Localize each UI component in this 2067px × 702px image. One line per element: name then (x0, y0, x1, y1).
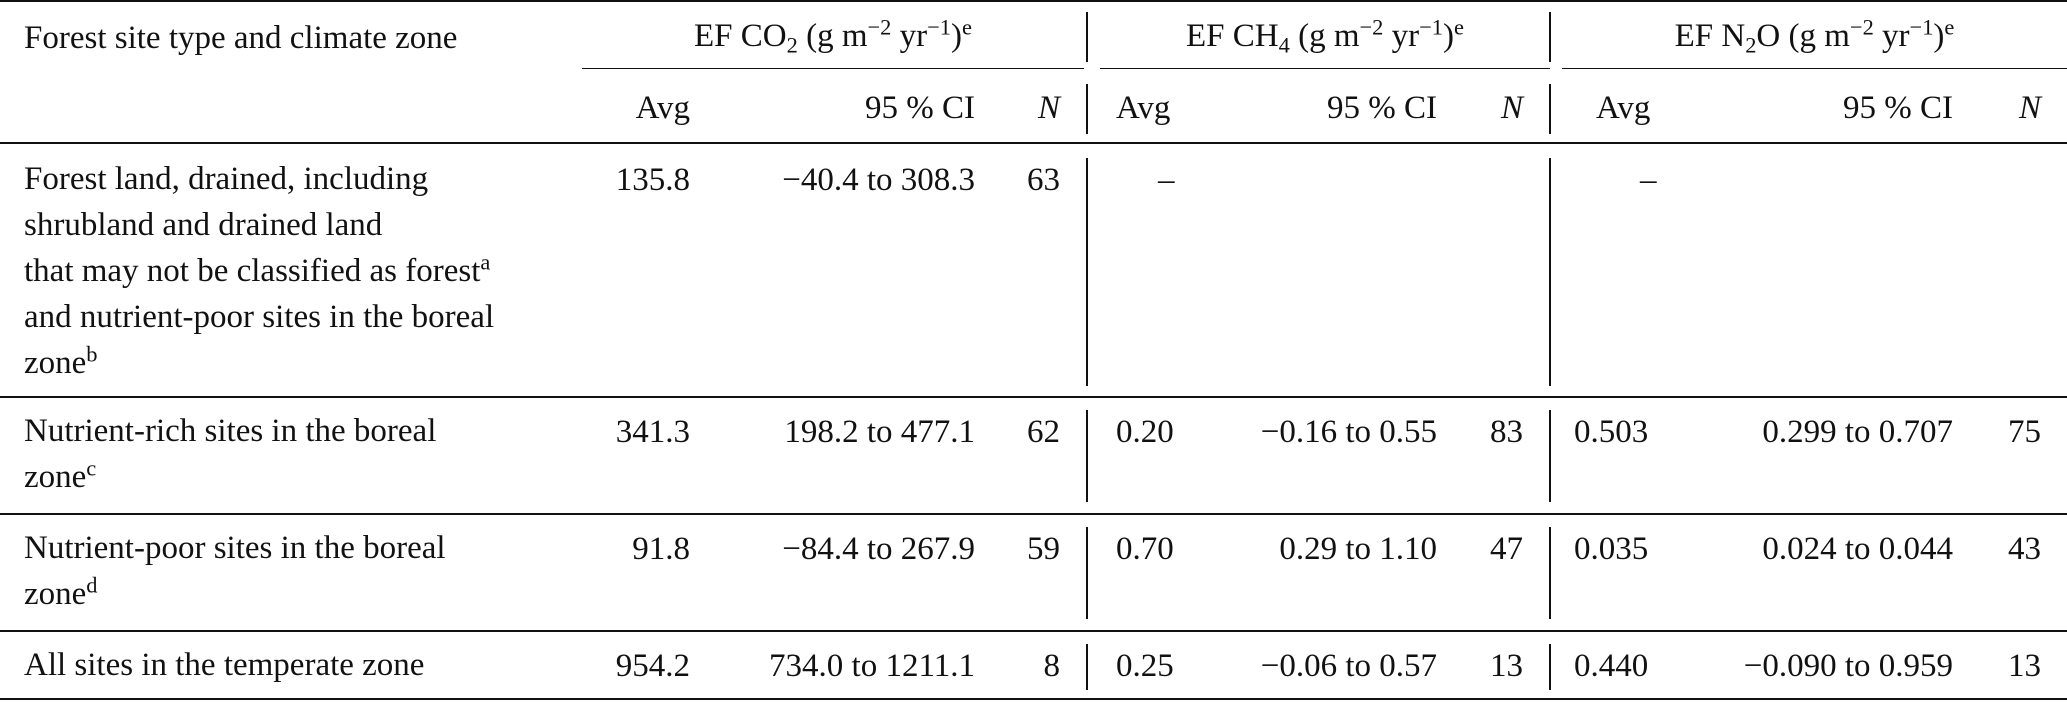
separator-ch4-row4 (1086, 644, 1088, 690)
row-4-n2o-n: 13 (2008, 648, 2041, 684)
subheader-ch4-n: N (1500, 90, 1523, 126)
row-1-co2-ci: −40.4 to 308.3 (782, 162, 975, 198)
row-3-n2o-ci: 0.024 to 0.044 (1762, 531, 1953, 567)
row-4-ch4-avg: 0.25 (1116, 648, 1174, 684)
row-1-n2o-avg: – (1640, 162, 1657, 198)
separator-n2o-row1 (1549, 158, 1551, 386)
row-3-ch4-n: 47 (1490, 531, 1523, 567)
row-2-n2o-n: 75 (2008, 414, 2041, 450)
row-4-co2-avg: 954.2 (615, 648, 690, 684)
row-3-co2-ci: −84.4 to 267.9 (782, 531, 975, 567)
separator-n2o-row3 (1549, 527, 1551, 619)
row-2-n2o-avg: 0.503 (1574, 414, 1649, 450)
row-1-ch4-avg: – (1158, 162, 1175, 198)
separator-ch4-subheader (1086, 84, 1088, 134)
row-2-co2-n: 62 (1027, 414, 1060, 450)
separator-ch4-row2 (1086, 410, 1088, 502)
separator-n2o-row4 (1549, 644, 1551, 690)
row-4-n2o-avg: 0.440 (1574, 648, 1649, 684)
row-4-ch4-ci: −0.06 to 0.57 (1260, 648, 1437, 684)
header-bottom-rule (0, 142, 2067, 144)
row-4-label: All sites in the temperate zone (24, 647, 425, 683)
row-2-co2-avg: 341.3 (615, 414, 690, 450)
separator-ch4-row3 (1086, 527, 1088, 619)
row-3-co2-n: 59 (1027, 531, 1060, 567)
row-4-n2o-ci: −0.090 to 0.959 (1743, 648, 1953, 684)
bottom-rule (0, 698, 2067, 700)
row-1-co2-n: 63 (1027, 162, 1060, 198)
row-3-ch4-ci: 0.29 to 1.10 (1279, 531, 1437, 567)
subheader-n2o-n: N (2018, 90, 2041, 126)
group-header-co2: EF CO2 (g m−2 yr−1)e (694, 14, 972, 58)
subheader-n2o-avg: Avg (1596, 90, 1651, 126)
separator-ch4-header (1086, 12, 1088, 62)
row-2-n2o-ci: 0.299 to 0.707 (1762, 414, 1953, 450)
row-2-ch4-ci: −0.16 to 0.55 (1260, 414, 1437, 450)
stub-header: Forest site type and climate zone (24, 20, 458, 56)
row-4-co2-ci: 734.0 to 1211.1 (769, 648, 975, 684)
row-4-ch4-n: 13 (1490, 648, 1523, 684)
subheader-ch4-ci: 95 % CI (1327, 90, 1437, 126)
row-rule-1 (0, 396, 2067, 398)
separator-n2o-row2 (1549, 410, 1551, 502)
row-3-ch4-avg: 0.70 (1116, 531, 1174, 567)
subheader-n2o-ci: 95 % CI (1843, 90, 1953, 126)
subheader-ch4-avg: Avg (1116, 90, 1171, 126)
subheader-co2-ci: 95 % CI (865, 90, 975, 126)
group-rule-ch4 (1100, 68, 1550, 69)
subheader-co2-n: N (1037, 90, 1060, 126)
group-header-ch4: EF CH4 (g m−2 yr−1)e (1186, 14, 1464, 58)
row-rule-2 (0, 513, 2067, 515)
group-rule-co2 (582, 68, 1084, 69)
row-rule-3 (0, 630, 2067, 632)
group-rule-n2o (1562, 68, 2067, 69)
row-2-ch4-avg: 0.20 (1116, 414, 1174, 450)
row-1-label: Forest land, drained, including shrublan… (24, 161, 495, 381)
subheader-co2-avg: Avg (635, 90, 690, 126)
row-4-co2-n: 8 (1043, 648, 1061, 684)
row-2-label: Nutrient-rich sites in the boreal zonec (24, 413, 437, 495)
row-2-co2-ci: 198.2 to 477.1 (784, 414, 975, 450)
row-3-n2o-n: 43 (2008, 531, 2041, 567)
separator-n2o-subheader (1549, 84, 1551, 134)
separator-n2o-header (1549, 12, 1551, 62)
row-3-label: Nutrient-poor sites in the boreal zoned (24, 530, 446, 612)
row-1-co2-avg: 135.8 (615, 162, 690, 198)
row-3-co2-avg: 91.8 (632, 531, 690, 567)
group-header-n2o: EF N2O (g m−2 yr−1)e (1674, 14, 1955, 58)
top-rule (0, 0, 2067, 2)
row-2-ch4-n: 83 (1490, 414, 1523, 450)
row-3-n2o-avg: 0.035 (1574, 531, 1649, 567)
separator-ch4-row1 (1086, 158, 1088, 386)
